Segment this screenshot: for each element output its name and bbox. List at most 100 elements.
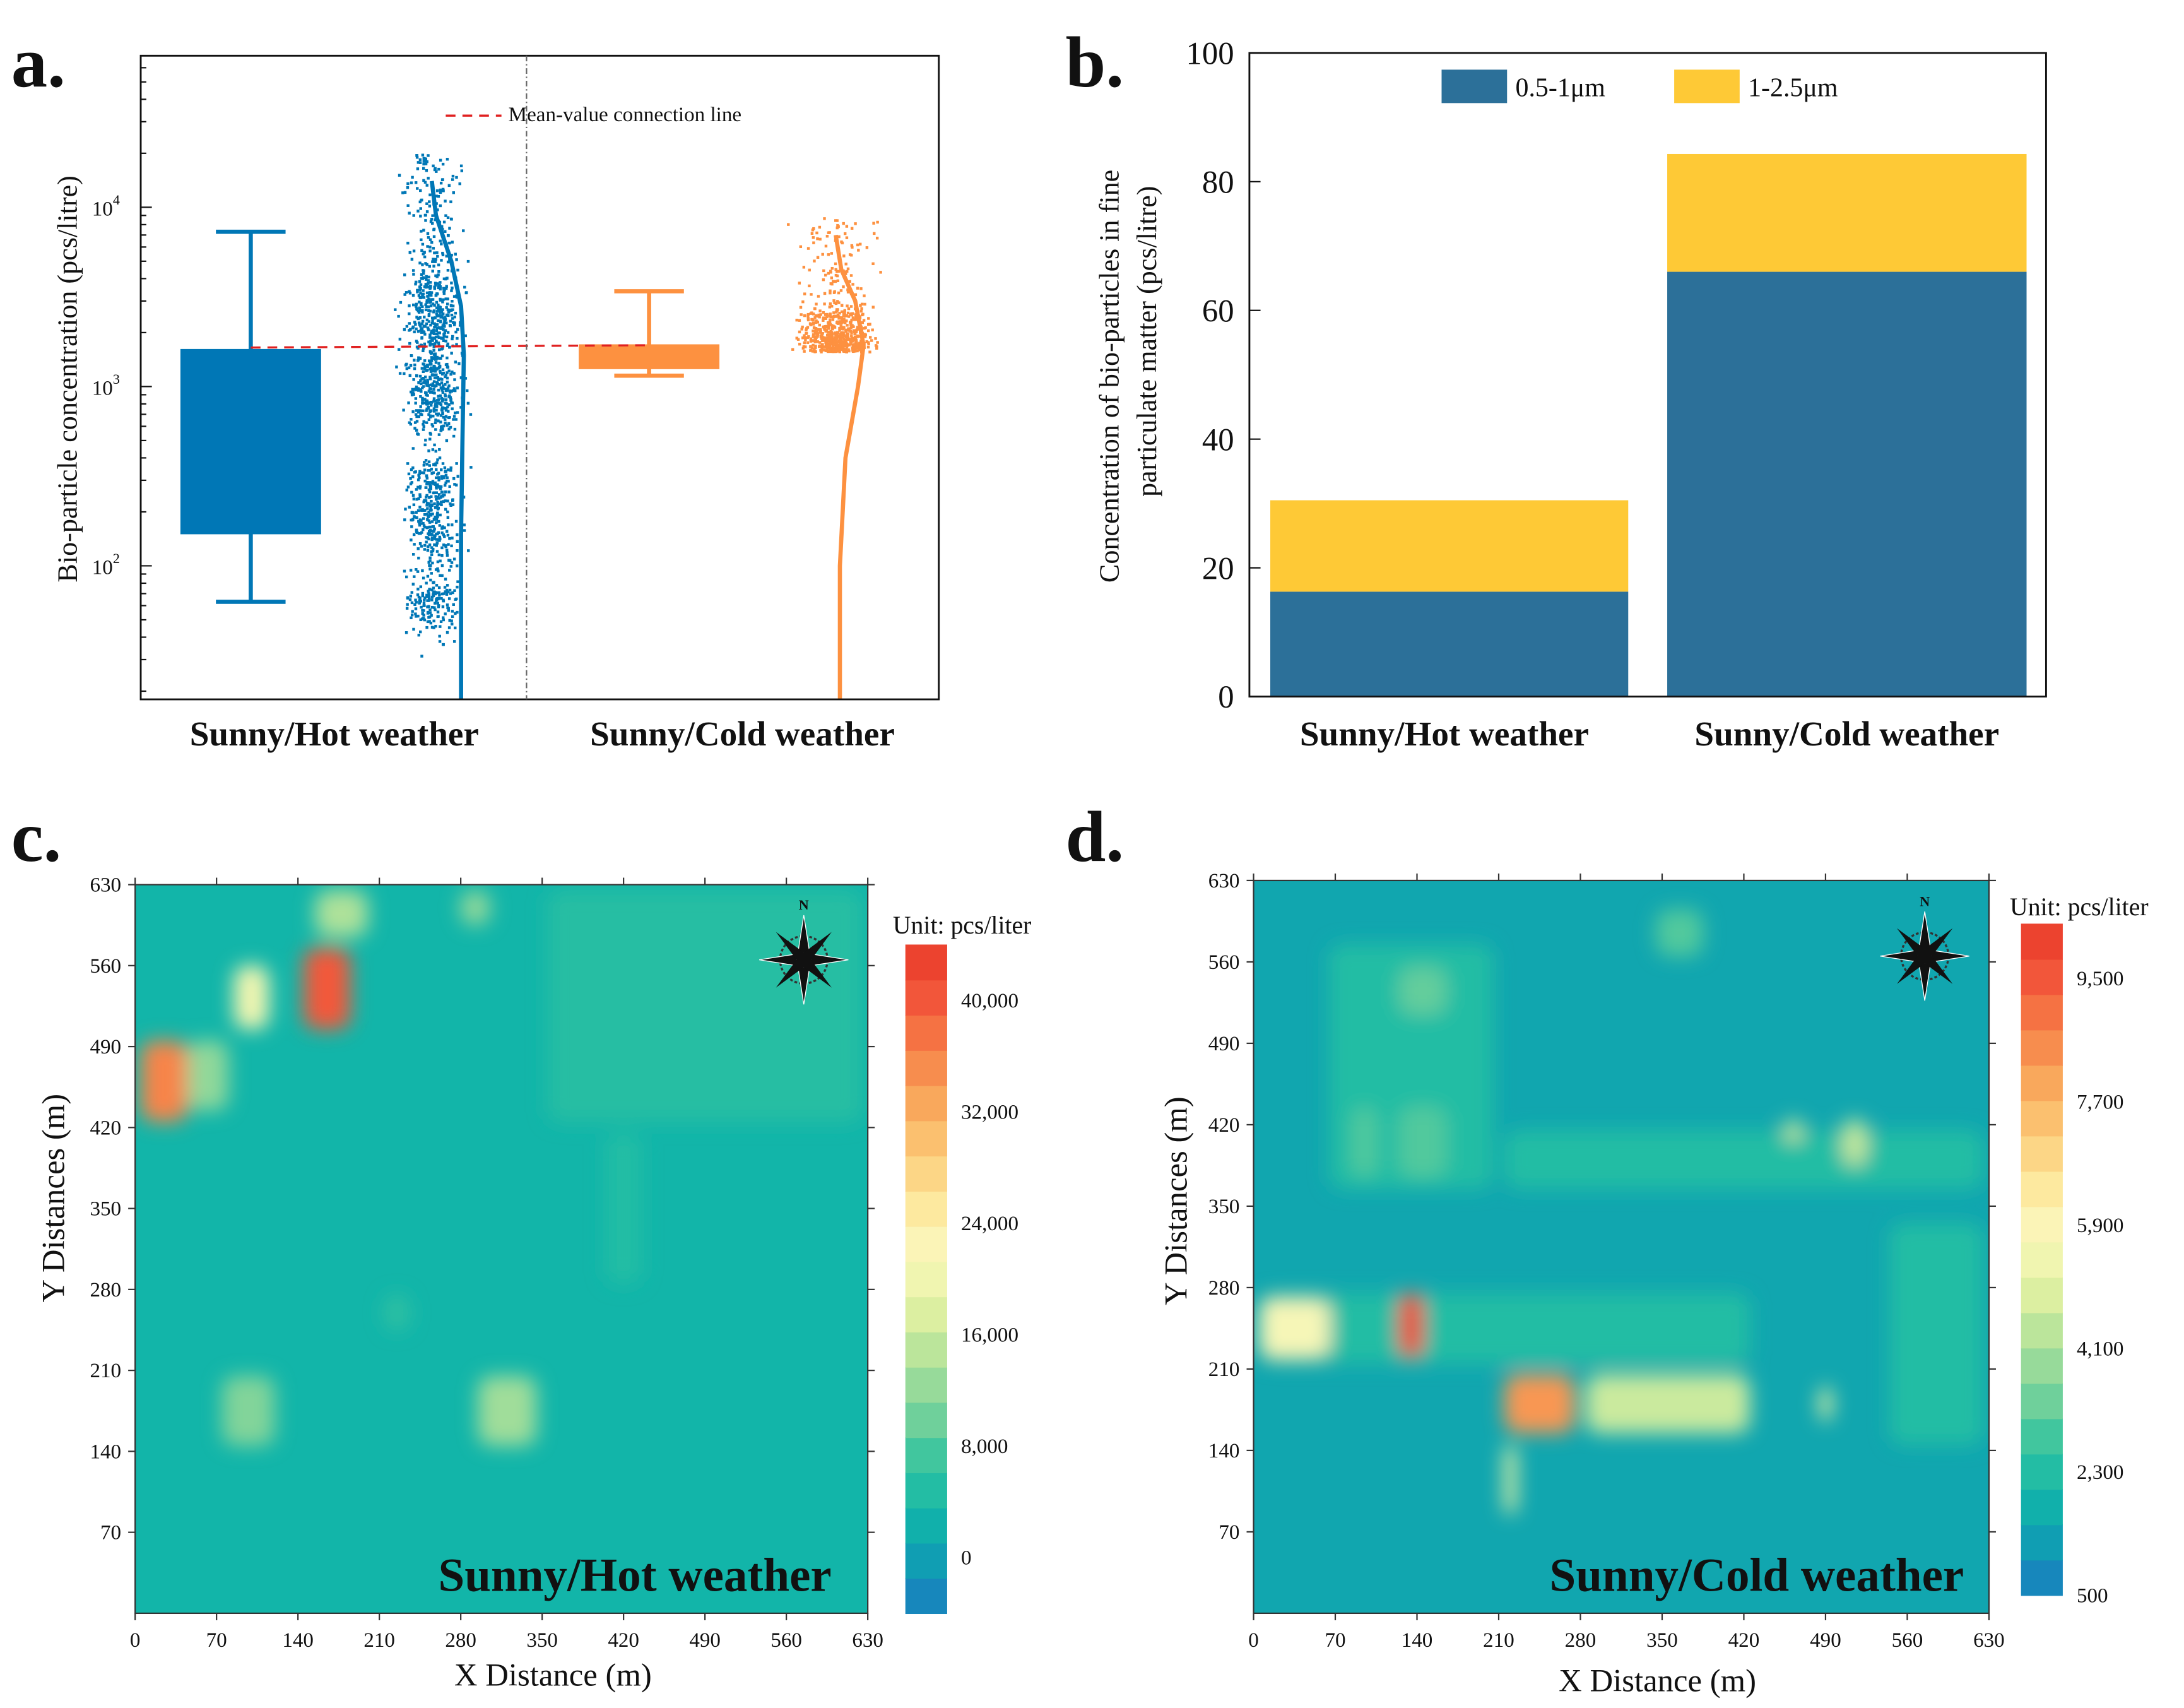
colorbar-band: [905, 1402, 947, 1438]
scatter-point: [425, 581, 428, 585]
scatter-point: [442, 290, 446, 294]
scatter-point: [866, 329, 870, 333]
scatter-point: [426, 549, 430, 552]
panel-c-xlabel: X Distance (m): [454, 1658, 652, 1693]
scatter-point: [413, 575, 416, 578]
scatter-point: [823, 336, 826, 340]
scatter-point: [427, 282, 430, 285]
scatter-point: [431, 270, 434, 273]
scatter-point: [827, 321, 830, 324]
scatter-point: [432, 345, 435, 348]
scatter-point: [439, 181, 443, 185]
scatter-point: [840, 327, 844, 331]
scatter-point: [412, 214, 415, 217]
scatter-point: [415, 600, 418, 604]
scatter-point: [876, 220, 879, 224]
scatter-point: [835, 274, 839, 278]
scatter-point: [444, 406, 448, 410]
scatter-point: [416, 478, 420, 482]
scatter-point: [438, 524, 442, 527]
scatter-point: [440, 503, 443, 506]
scatter-point: [423, 513, 427, 516]
scatter-point: [434, 418, 437, 422]
scatter-point: [852, 325, 855, 328]
panel-a-category-hot: Sunny/Hot weather: [190, 715, 479, 753]
scatter-point: [419, 287, 422, 290]
scatter-point: [850, 227, 854, 230]
scatter-point: [403, 569, 406, 573]
scatter-point: [442, 220, 446, 223]
scatter-point: [842, 335, 846, 338]
scatter-point: [417, 595, 421, 599]
hotspot: [1843, 1118, 1867, 1166]
scatter-point: [446, 269, 450, 272]
scatter-point: [408, 374, 411, 377]
scatter-point: [832, 341, 835, 344]
scatter-point: [440, 396, 444, 400]
scatter-point: [431, 384, 434, 388]
scatter-point: [437, 478, 440, 482]
scatter-point: [423, 181, 427, 184]
scatter-point: [820, 348, 823, 352]
scatter-point: [442, 323, 446, 326]
scatter-point: [798, 282, 801, 285]
scatter-point: [434, 506, 437, 509]
scatter-point: [864, 333, 867, 336]
scatter-point: [420, 249, 423, 252]
scatter-point: [428, 481, 432, 484]
scatter-point: [410, 481, 413, 484]
scatter-point: [812, 326, 816, 329]
scatter-point: [844, 338, 847, 342]
scatter-point: [854, 335, 858, 339]
scatter-point: [435, 355, 439, 359]
scatter-point: [420, 302, 423, 305]
scatter-point: [422, 614, 425, 617]
scatter-point: [448, 394, 451, 398]
scatter-point: [415, 388, 418, 391]
scatter-point: [425, 474, 428, 477]
scatter-point: [446, 499, 449, 502]
scatter-point: [419, 215, 422, 218]
scatter-point: [439, 559, 442, 562]
scatter-point: [837, 340, 840, 344]
scatter-point: [431, 214, 434, 217]
scatter-point: [863, 302, 866, 306]
scatter-point: [806, 317, 810, 320]
scatter-point: [850, 254, 853, 257]
scatter-point: [846, 304, 849, 307]
scatter-point: [410, 538, 413, 542]
scatter-point: [432, 410, 436, 413]
scatter-point: [428, 588, 431, 591]
scatter-point: [421, 399, 424, 402]
scatter-point: [426, 285, 429, 289]
scatter-point: [418, 306, 422, 309]
scatter-point: [444, 507, 447, 511]
scatter-point: [844, 263, 847, 266]
scatter-point: [442, 312, 445, 316]
scatter-point: [446, 476, 449, 480]
scatter-point: [450, 352, 453, 355]
scatter-point: [420, 238, 423, 242]
xtick-label: 0: [1248, 1629, 1259, 1652]
scatter-point: [435, 170, 438, 173]
scatter-point: [419, 292, 422, 295]
colorbar-band: [2021, 923, 2063, 960]
xtick-label: 280: [1565, 1629, 1597, 1652]
scatter-point: [428, 543, 432, 547]
scatter-point: [422, 425, 425, 428]
scatter-point: [420, 377, 423, 381]
scatter-point: [424, 391, 427, 394]
scatter-point: [423, 443, 427, 447]
ytick-label: 350: [90, 1198, 121, 1221]
scatter-point: [464, 334, 467, 338]
scatter-point: [416, 433, 420, 436]
scatter-point: [439, 414, 443, 417]
scatter-point: [426, 605, 429, 608]
scatter-point: [805, 328, 808, 332]
scatter-point: [840, 310, 844, 314]
scatter-point: [437, 615, 440, 618]
scatter-point: [426, 295, 429, 298]
scatter-point: [464, 377, 468, 380]
scatter-point: [809, 345, 812, 348]
